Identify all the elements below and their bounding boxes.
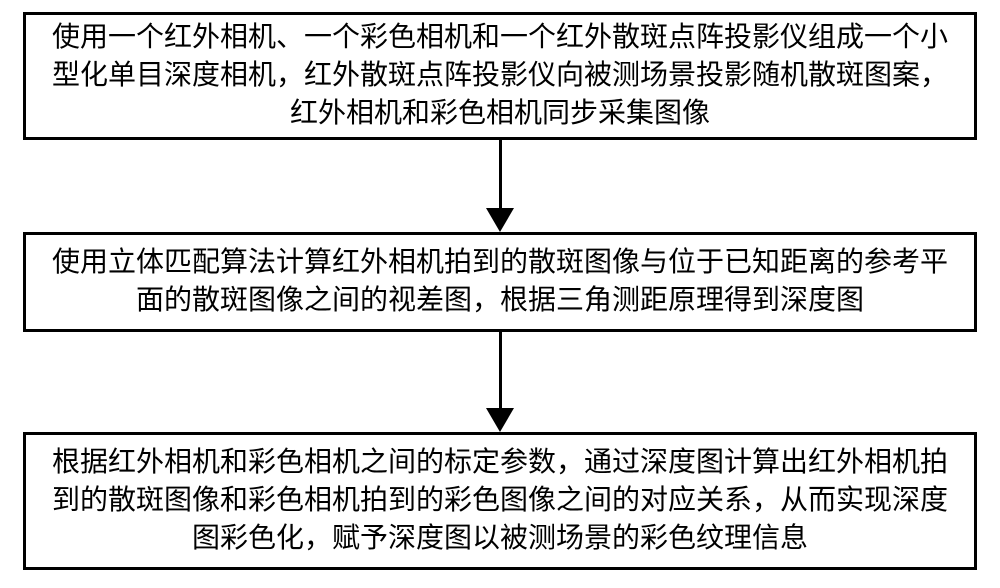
flow-step-3-text: 根据红外相机和彩色相机之间的标定参数，通过深度图计算出红外相机拍到的散斑图像和彩… xyxy=(40,444,960,557)
flow-step-2-text: 使用立体匹配算法计算红外相机拍到的散斑图像与位于已知距离的参考平面的散斑图像之间… xyxy=(40,244,960,320)
flow-step-1: 使用一个红外相机、一个彩色相机和一个红外散斑点阵投影仪组成一个小型化单目深度相机… xyxy=(23,12,977,140)
arrow-2-line xyxy=(499,332,502,408)
flow-step-2: 使用立体匹配算法计算红外相机拍到的散斑图像与位于已知距离的参考平面的散斑图像之间… xyxy=(23,232,977,332)
flow-step-3: 根据红外相机和彩色相机之间的标定参数，通过深度图计算出红外相机拍到的散斑图像和彩… xyxy=(23,432,977,570)
arrow-1-line xyxy=(499,140,502,208)
arrow-1-head xyxy=(486,208,514,232)
arrow-2-head xyxy=(486,408,514,432)
flow-step-1-text: 使用一个红外相机、一个彩色相机和一个红外散斑点阵投影仪组成一个小型化单目深度相机… xyxy=(40,19,960,132)
